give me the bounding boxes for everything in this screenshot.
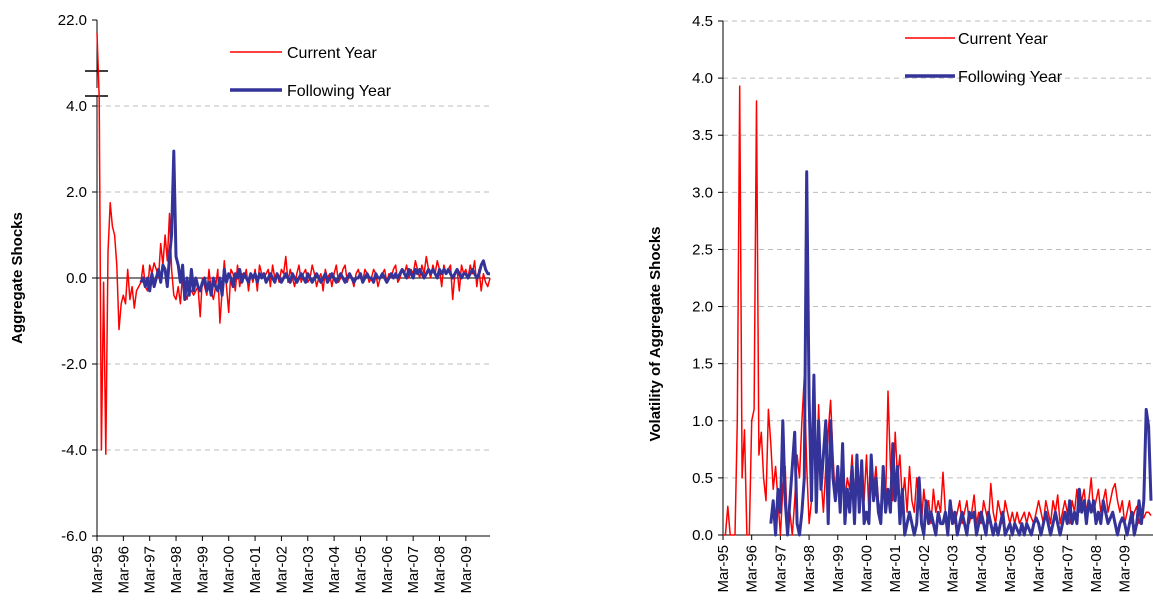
right-x-tick-label: Mar-06 <box>1031 545 1048 593</box>
left-x-tick-label: Mar-01 <box>247 546 264 594</box>
left-x-tick-label: Mar-03 <box>300 546 317 594</box>
left-legend-label-following-year: Following Year <box>287 83 392 100</box>
right-x-tick-label: Mar-09 <box>1117 545 1134 593</box>
left-y-ticks: -6.0 -4.0 -2.0 0.0 2.0 4.0 22.0 <box>58 12 97 545</box>
left-series-group <box>96 32 491 456</box>
left-chart: Aggregate Shocks -6.0 -4.0 -2.0 0.0 2.0 4.0 22… <box>9 12 491 594</box>
left-x-tick-label: Mar-00 <box>221 546 238 594</box>
right-legend: Current Year Following Year <box>905 31 1063 86</box>
left-x-tick-label: Mar-02 <box>273 546 290 594</box>
right-y-tick-label: 1.0 <box>692 413 713 430</box>
left-legend: Current Year Following Year <box>230 45 392 100</box>
right-y-tick-label: 1.5 <box>692 356 713 373</box>
left-y-tick-label: 0.0 <box>66 270 87 287</box>
right-series-following-year <box>769 170 1153 537</box>
left-x-tick-label: Mar-07 <box>405 546 422 594</box>
left-x-tick-label: Mar-96 <box>115 546 132 594</box>
left-y-tick-label: 2.0 <box>66 184 87 201</box>
right-legend-label-following-year: Following Year <box>958 69 1063 86</box>
right-x-tick-label: Mar-04 <box>973 545 990 593</box>
right-y-tick-label: 3.5 <box>692 127 713 144</box>
left-series-current-year <box>96 32 491 456</box>
right-y-tick-label: 4.0 <box>692 70 713 87</box>
left-y-break-label: 22.0 <box>58 12 87 29</box>
right-x-tick-label: Mar-97 <box>772 545 789 593</box>
left-y-axis-label: Aggregate Shocks <box>9 212 26 344</box>
right-x-tick-label: Mar-07 <box>1059 545 1076 593</box>
left-x-tick-label: Mar-05 <box>352 546 369 594</box>
left-x-tick-label: Mar-95 <box>89 546 106 594</box>
right-y-ticks: 0.0 0.5 1.0 1.5 2.0 2.5 3.0 3.5 4.0 4.5 <box>692 13 723 544</box>
right-chart: Volatility of Aggregate Shocks 0.0 0.5 1.0… <box>647 13 1153 593</box>
right-x-tick-label: Mar-96 <box>744 545 761 593</box>
left-legend-label-current-year: Current Year <box>287 45 378 62</box>
left-series-following-year <box>139 149 490 301</box>
right-x-tick-label: Mar-99 <box>830 545 847 593</box>
right-x-ticks: Mar-95 Mar-96 Mar-97 Mar-98 Mar-99 Mar-00 Mar-… <box>715 535 1134 593</box>
left-y-tick-label: 4.0 <box>66 98 87 115</box>
left-y-tick-label: -4.0 <box>61 442 87 459</box>
left-x-tick-label: Mar-09 <box>458 546 475 594</box>
left-y-tick-label: -6.0 <box>61 528 87 545</box>
left-y-tick-label: -2.0 <box>61 356 87 373</box>
left-x-tick-label: Mar-97 <box>142 546 159 594</box>
right-x-tick-label: Mar-95 <box>715 545 732 593</box>
left-x-tick-label: Mar-99 <box>194 546 211 594</box>
right-x-tick-label: Mar-01 <box>887 545 904 593</box>
right-y-tick-label: 2.5 <box>692 241 713 258</box>
right-y-tick-label: 4.5 <box>692 13 713 30</box>
right-x-tick-label: Mar-02 <box>916 545 933 593</box>
right-x-tick-label: Mar-00 <box>858 545 875 593</box>
right-y-tick-label: 2.0 <box>692 299 713 316</box>
left-x-ticks: Mar-95 Mar-96 Mar-97 Mar-98 Mar-99 Mar-00 Mar-… <box>89 536 475 594</box>
right-gridlines <box>723 20 1151 479</box>
left-x-tick-label: Mar-06 <box>379 546 396 594</box>
right-series-group <box>723 85 1153 537</box>
right-x-tick-label: Mar-05 <box>1002 545 1019 593</box>
left-x-tick-label: Mar-08 <box>432 546 449 594</box>
right-series-current-year <box>723 85 1152 536</box>
right-x-tick-label: Mar-08 <box>1088 545 1105 593</box>
left-gridlines <box>97 105 490 451</box>
right-y-tick-label: 0.5 <box>692 470 713 487</box>
left-x-tick-label: Mar-98 <box>168 546 185 594</box>
right-x-tick-label: Mar-03 <box>945 545 962 593</box>
left-x-tick-label: Mar-04 <box>326 546 343 594</box>
right-legend-label-current-year: Current Year <box>958 31 1049 48</box>
right-y-axis-label: Volatility of Aggregate Shocks <box>647 226 664 441</box>
right-y-tick-label: 3.0 <box>692 184 713 201</box>
right-x-tick-label: Mar-98 <box>801 545 818 593</box>
right-y-tick-label: 0.0 <box>692 527 713 544</box>
